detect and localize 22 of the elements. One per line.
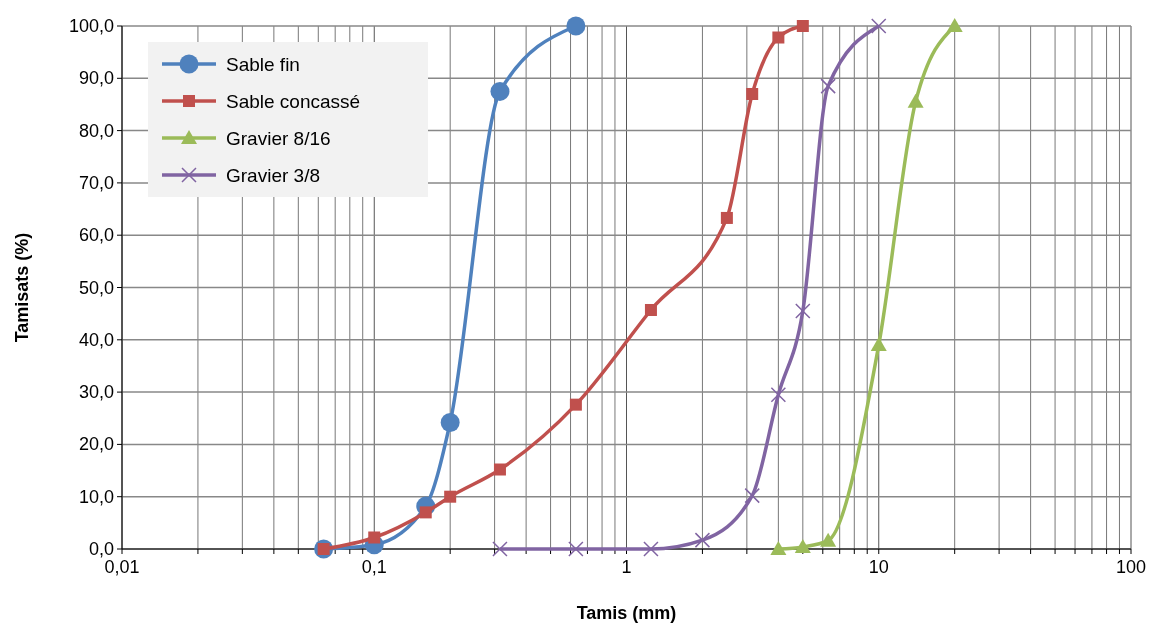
y-tick-label: 40,0 bbox=[78, 329, 114, 350]
legend-label: Gravier 3/8 bbox=[226, 165, 320, 186]
x-axis-title: Tamis (mm) bbox=[576, 603, 677, 623]
y-tick-label: 100,0 bbox=[68, 16, 114, 36]
x-tick-label: 10 bbox=[868, 557, 889, 577]
x-tick-label: 100 bbox=[1115, 557, 1147, 577]
legend-label: Sable concassé bbox=[226, 91, 361, 112]
y-tick-label: 30,0 bbox=[78, 382, 114, 403]
x-tick-label: 1 bbox=[621, 557, 632, 577]
legend-label: Sable fin bbox=[226, 54, 300, 75]
x-tick-label: 0,01 bbox=[104, 557, 140, 577]
y-tick-label: 80,0 bbox=[78, 120, 114, 141]
y-tick-label: 70,0 bbox=[78, 172, 114, 193]
y-tick-label: 60,0 bbox=[78, 225, 114, 246]
y-tick-label: 0,0 bbox=[88, 539, 114, 559]
y-tick-label: 20,0 bbox=[78, 434, 114, 455]
x-tick-label: 0,1 bbox=[361, 557, 387, 577]
y-tick-label: 10,0 bbox=[78, 486, 114, 507]
y-tick-label: 90,0 bbox=[78, 68, 114, 89]
legend-label: Gravier 8/16 bbox=[226, 128, 331, 149]
y-axis-title: Tamisats (%) bbox=[12, 232, 32, 343]
y-tick-label: 50,0 bbox=[78, 277, 114, 298]
